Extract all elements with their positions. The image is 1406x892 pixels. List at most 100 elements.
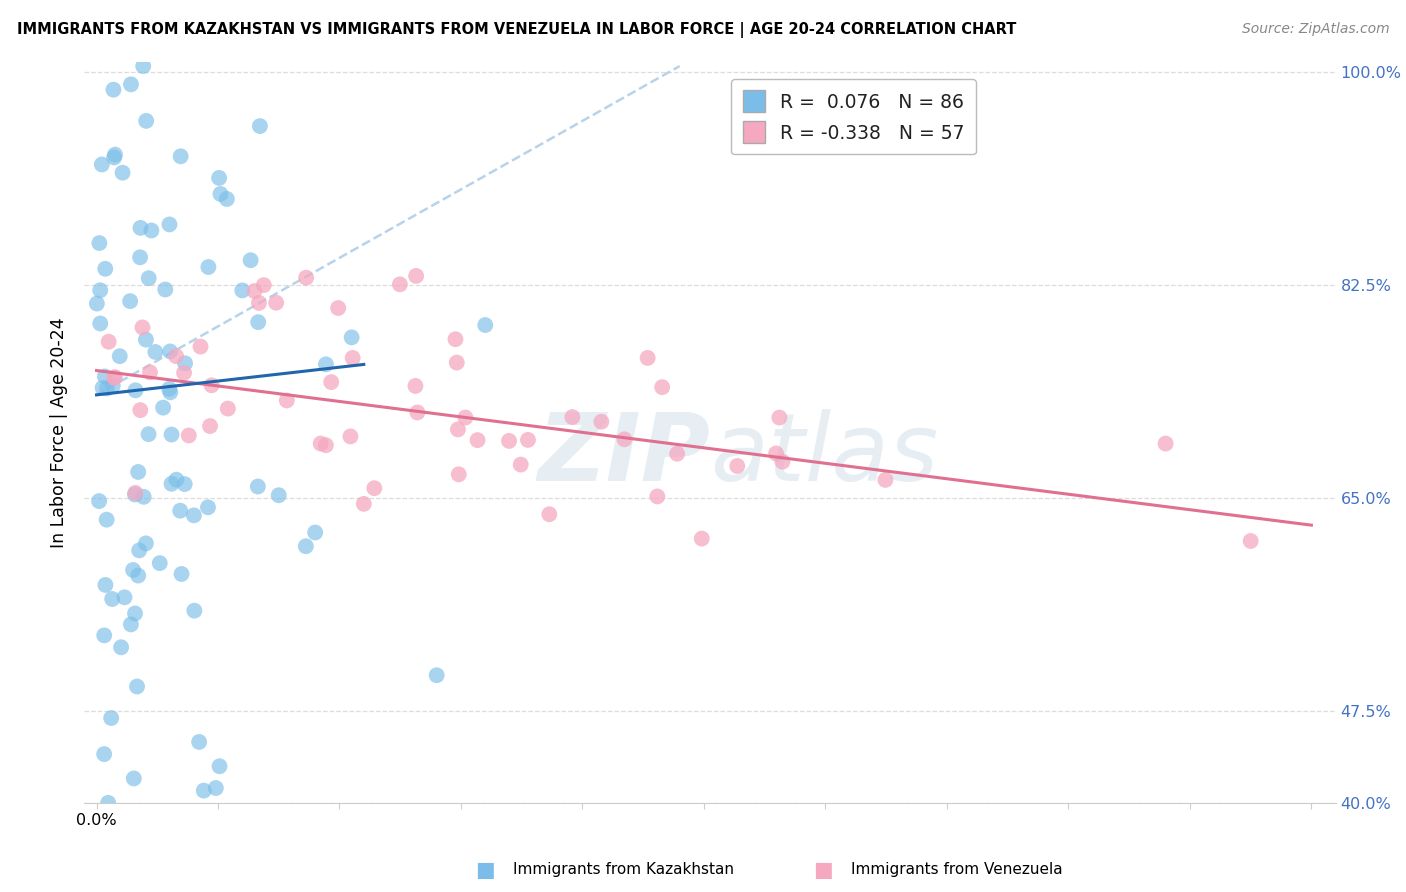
Point [127, 568, 149, 582]
Point [173, 477, 195, 491]
Point [124, 487, 146, 501]
Point [690, 532, 713, 546]
Point [160, 476, 183, 491]
Point [339, 429, 361, 443]
Point [249, 119, 271, 133]
Text: Immigrants from Venezuela: Immigrants from Venezuela [851, 863, 1063, 877]
Point [295, 539, 318, 553]
Point [129, 403, 152, 417]
Point [770, 455, 793, 469]
Point [120, 617, 142, 632]
Point [129, 250, 152, 264]
Point [128, 543, 150, 558]
Point [120, 78, 142, 92]
Point [340, 330, 363, 344]
Point [246, 479, 269, 493]
Point [204, 780, 226, 795]
Point [613, 432, 636, 446]
Point [174, 356, 197, 370]
Point [96, 382, 118, 396]
Point [152, 401, 174, 415]
Point [169, 504, 191, 518]
Point [125, 680, 148, 694]
Point [197, 260, 219, 274]
Point [447, 467, 470, 482]
Point [247, 296, 270, 310]
Point [1240, 533, 1263, 548]
Point [363, 481, 385, 495]
Point [90, 157, 112, 171]
Point [446, 355, 468, 369]
Point [405, 268, 427, 283]
Point [111, 166, 134, 180]
Point [666, 447, 689, 461]
Point [454, 410, 477, 425]
Point [315, 438, 337, 452]
Text: ■: ■ [475, 860, 495, 880]
Point [149, 556, 172, 570]
Point [103, 371, 125, 385]
Point [591, 415, 613, 429]
Point [342, 351, 364, 365]
Point [97, 796, 120, 810]
Point [124, 486, 146, 500]
Point [132, 59, 155, 73]
Point [651, 380, 673, 394]
Point [159, 385, 181, 400]
Text: IMMIGRANTS FROM KAZAKHSTAN VS IMMIGRANTS FROM VENEZUELA IN LABOR FORCE | AGE 20-: IMMIGRANTS FROM KAZAKHSTAN VS IMMIGRANTS… [17, 22, 1017, 38]
Text: Source: ZipAtlas.com: Source: ZipAtlas.com [1241, 22, 1389, 37]
Point [89, 317, 111, 331]
Y-axis label: In Labor Force | Age 20-24: In Labor Force | Age 20-24 [49, 318, 67, 548]
Point [94, 369, 117, 384]
Text: atlas: atlas [710, 409, 938, 500]
Point [103, 83, 125, 97]
Point [97, 334, 120, 349]
Point [217, 401, 239, 416]
Point [388, 277, 411, 292]
Point [165, 349, 187, 363]
Point [129, 220, 152, 235]
Text: ZIP: ZIP [537, 409, 710, 500]
Point [138, 427, 160, 442]
Point [135, 536, 157, 550]
Point [264, 295, 287, 310]
Point [131, 320, 153, 334]
Point [132, 490, 155, 504]
Point [108, 349, 131, 363]
Point [517, 433, 540, 447]
Legend: R =  0.076   N = 86, R = -0.338   N = 57: R = 0.076 N = 86, R = -0.338 N = 57 [731, 79, 976, 154]
Point [101, 592, 124, 607]
Point [193, 783, 215, 797]
Point [183, 604, 205, 618]
Point [86, 296, 108, 310]
Point [467, 433, 489, 447]
Point [404, 379, 426, 393]
Point [190, 340, 212, 354]
Point [444, 332, 467, 346]
Point [406, 405, 429, 419]
Point [447, 422, 470, 436]
Point [239, 253, 262, 268]
Point [110, 640, 132, 655]
Point [114, 591, 136, 605]
Point [637, 351, 659, 365]
Point [295, 270, 318, 285]
Point [426, 668, 449, 682]
Point [100, 711, 122, 725]
Point [276, 393, 298, 408]
Point [160, 427, 183, 442]
Point [304, 525, 326, 540]
Point [215, 192, 238, 206]
Point [200, 378, 222, 392]
Point [183, 508, 205, 523]
Point [353, 497, 375, 511]
Point [647, 490, 669, 504]
Point [103, 150, 125, 164]
Point [170, 566, 193, 581]
Point [120, 294, 142, 309]
Point [94, 578, 117, 592]
Point [138, 271, 160, 285]
Point [498, 434, 520, 448]
Point [87, 494, 110, 508]
Point [139, 365, 162, 379]
